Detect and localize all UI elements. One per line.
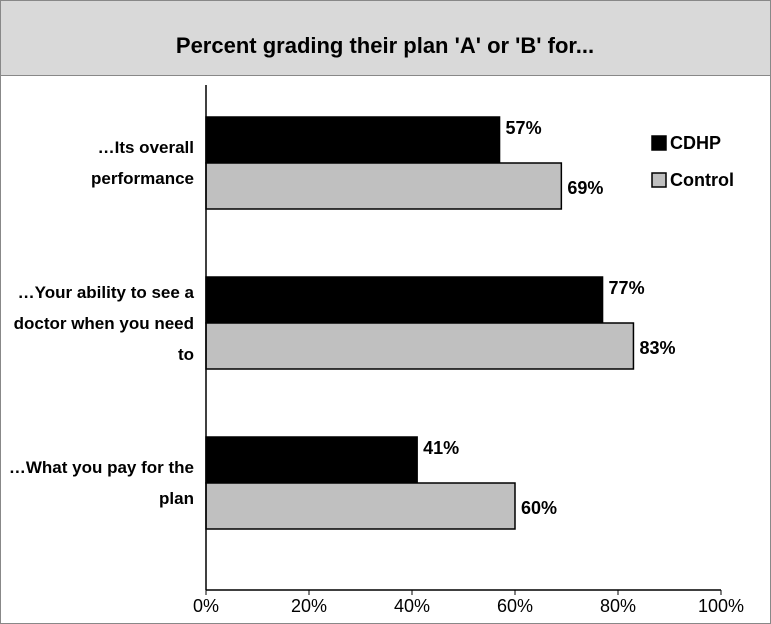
legend-label: Control (670, 170, 734, 190)
bar (205, 482, 516, 530)
category-label: …Your ability to see a doctor when you n… (13, 282, 194, 364)
value-label: 41% (423, 438, 459, 458)
legend-swatch (651, 135, 667, 151)
bar (205, 162, 563, 210)
legend-label: CDHP (670, 133, 721, 153)
bar (205, 116, 501, 164)
bar (205, 436, 418, 484)
bar (205, 276, 604, 324)
category-label: …Its overall performance (91, 138, 194, 188)
bar (205, 322, 635, 370)
x-tick-label: 80% (600, 596, 636, 616)
x-tick-label: 20% (291, 596, 327, 616)
value-label: 83% (639, 338, 675, 358)
value-label: 69% (567, 178, 603, 198)
x-tick-label: 40% (394, 596, 430, 616)
chart-title: Percent grading their plan 'A' or 'B' fo… (176, 33, 594, 58)
category-label: …What you pay for the plan (8, 458, 194, 508)
legend-swatch (651, 172, 667, 188)
x-tick-label: 60% (497, 596, 533, 616)
value-label: 77% (609, 278, 645, 298)
x-tick-label: 100% (698, 596, 744, 616)
value-label: 57% (506, 118, 542, 138)
value-label: 60% (521, 498, 557, 518)
title-bar (0, 0, 771, 76)
x-tick-label: 0% (193, 596, 219, 616)
